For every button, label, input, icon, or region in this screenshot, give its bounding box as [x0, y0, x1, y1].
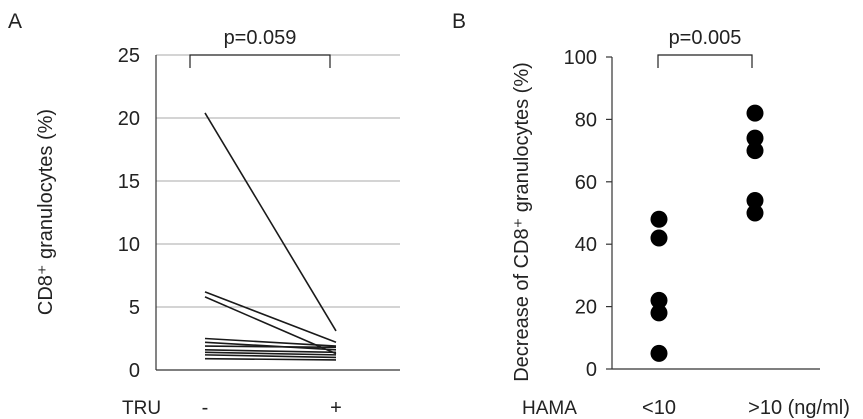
panel-b-data-point [650, 291, 668, 309]
panel-a-y-tick-label: 5 [129, 297, 140, 319]
panel-a-y-tick-label: 0 [129, 360, 140, 382]
panel-a-significance-bracket [189, 54, 331, 68]
panel-a-label: A [8, 10, 22, 33]
panel-a-subject-line [204, 337, 337, 347]
panel-b-y-tick-label: 100 [564, 47, 597, 69]
panel-b-y-tick-label: 80 [575, 109, 597, 131]
panel-a-lines [204, 112, 337, 361]
panel-b-data-point [746, 104, 764, 122]
panel-b-significance-bracket [657, 54, 753, 68]
panel-b-category-low: <10 [642, 397, 676, 419]
panel-b-y-axis-label: Decrease of CD8⁺ granulocytes (%) [511, 62, 533, 382]
panel-a-y-ticks: 0 5 10 15 20 25 [118, 45, 140, 382]
panel-b-x-axis-label: HAMA [522, 398, 577, 419]
panel-b-data-point [746, 142, 764, 160]
panel-b: B 0 20 40 60 80 100 Decrease of CD8⁺ granuloc… [452, 10, 850, 419]
panel-b-data-point [650, 229, 668, 247]
panel-b-y-ticks: 0 20 40 60 80 100 [564, 47, 612, 381]
panel-a-subject-line [204, 349, 337, 354]
panel-a: A 0 5 10 15 20 25 CD8⁺ granulocytes (%) p=0.0… [8, 10, 400, 419]
panel-b-data-point [746, 129, 764, 147]
panel-b-data-point [650, 344, 668, 362]
panel-b-data-point [746, 204, 764, 222]
panel-a-y-tick-label: 25 [118, 45, 140, 67]
panel-a-y-axis-label: CD8⁺ granulocytes (%) [35, 109, 57, 315]
panel-b-points [650, 104, 764, 362]
panel-a-subject-line [204, 291, 337, 344]
panel-b-y-tick-label: 40 [575, 234, 597, 256]
panel-a-subject-line [204, 357, 337, 361]
panel-a-p-value: p=0.059 [224, 27, 297, 49]
panel-a-category-plus: + [330, 397, 342, 419]
panel-b-data-point [650, 304, 668, 322]
panel-b-y-tick-label: 20 [575, 297, 597, 319]
panel-a-y-tick-label: 10 [118, 234, 140, 256]
panel-b-y-tick-label: 0 [586, 359, 597, 381]
panel-b-data-point [746, 192, 764, 210]
panel-a-subject-line [204, 351, 337, 356]
panel-b-data-point [650, 210, 668, 228]
panel-a-subject-line [204, 354, 337, 359]
panel-b-p-value: p=0.005 [669, 27, 742, 49]
panel-a-subject-line [204, 345, 337, 349]
panel-a-category-minus: - [202, 397, 209, 419]
panel-a-subject-line [204, 112, 337, 332]
panel-a-x-axis-label: TRU [122, 398, 161, 419]
panel-b-label: B [452, 10, 466, 33]
panel-b-category-high: >10 (ng/ml) [748, 397, 850, 419]
panel-b-y-tick-label: 60 [575, 172, 597, 194]
panel-a-grid [156, 54, 400, 371]
panel-a-y-tick-label: 15 [118, 171, 140, 193]
panel-a-y-tick-label: 20 [118, 108, 140, 130]
